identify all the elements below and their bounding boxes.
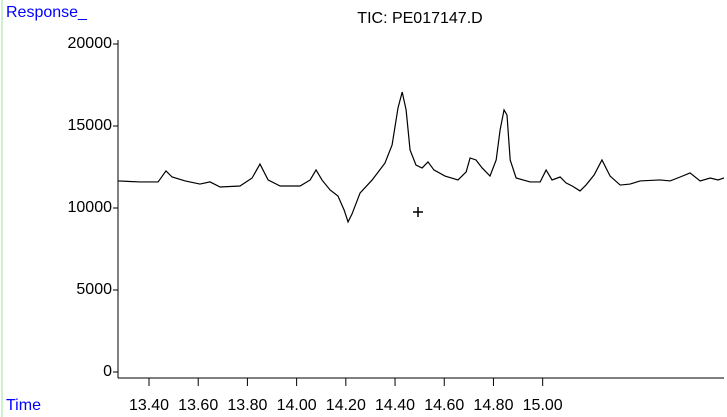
y-tick-label: 15000	[68, 117, 113, 134]
chart-title: TIC: PE017147.D	[357, 10, 482, 27]
x-tick-label: 14.40	[375, 397, 415, 414]
y-tick-label: 5000	[76, 281, 112, 298]
y-tick-label: 10000	[68, 199, 113, 216]
x-tick-label: 13.80	[227, 397, 267, 414]
x-tick-label: 15.00	[523, 397, 563, 414]
cursor-marker	[413, 207, 423, 217]
x-tick-label: 14.00	[277, 397, 317, 414]
x-tick-label: 14.80	[473, 397, 513, 414]
y-tick-label: 0	[103, 363, 112, 380]
trace-line	[117, 91, 725, 224]
x-axis-label: Time	[6, 397, 41, 414]
x-tick-label: 13.60	[178, 397, 218, 414]
x-tick-label: 14.60	[424, 397, 464, 414]
x-tick-label: 13.40	[129, 397, 169, 414]
y-tick-label: 20000	[68, 35, 113, 52]
x-tick-label: 14.20	[326, 397, 366, 414]
y-axis-label: Response_	[6, 4, 88, 21]
